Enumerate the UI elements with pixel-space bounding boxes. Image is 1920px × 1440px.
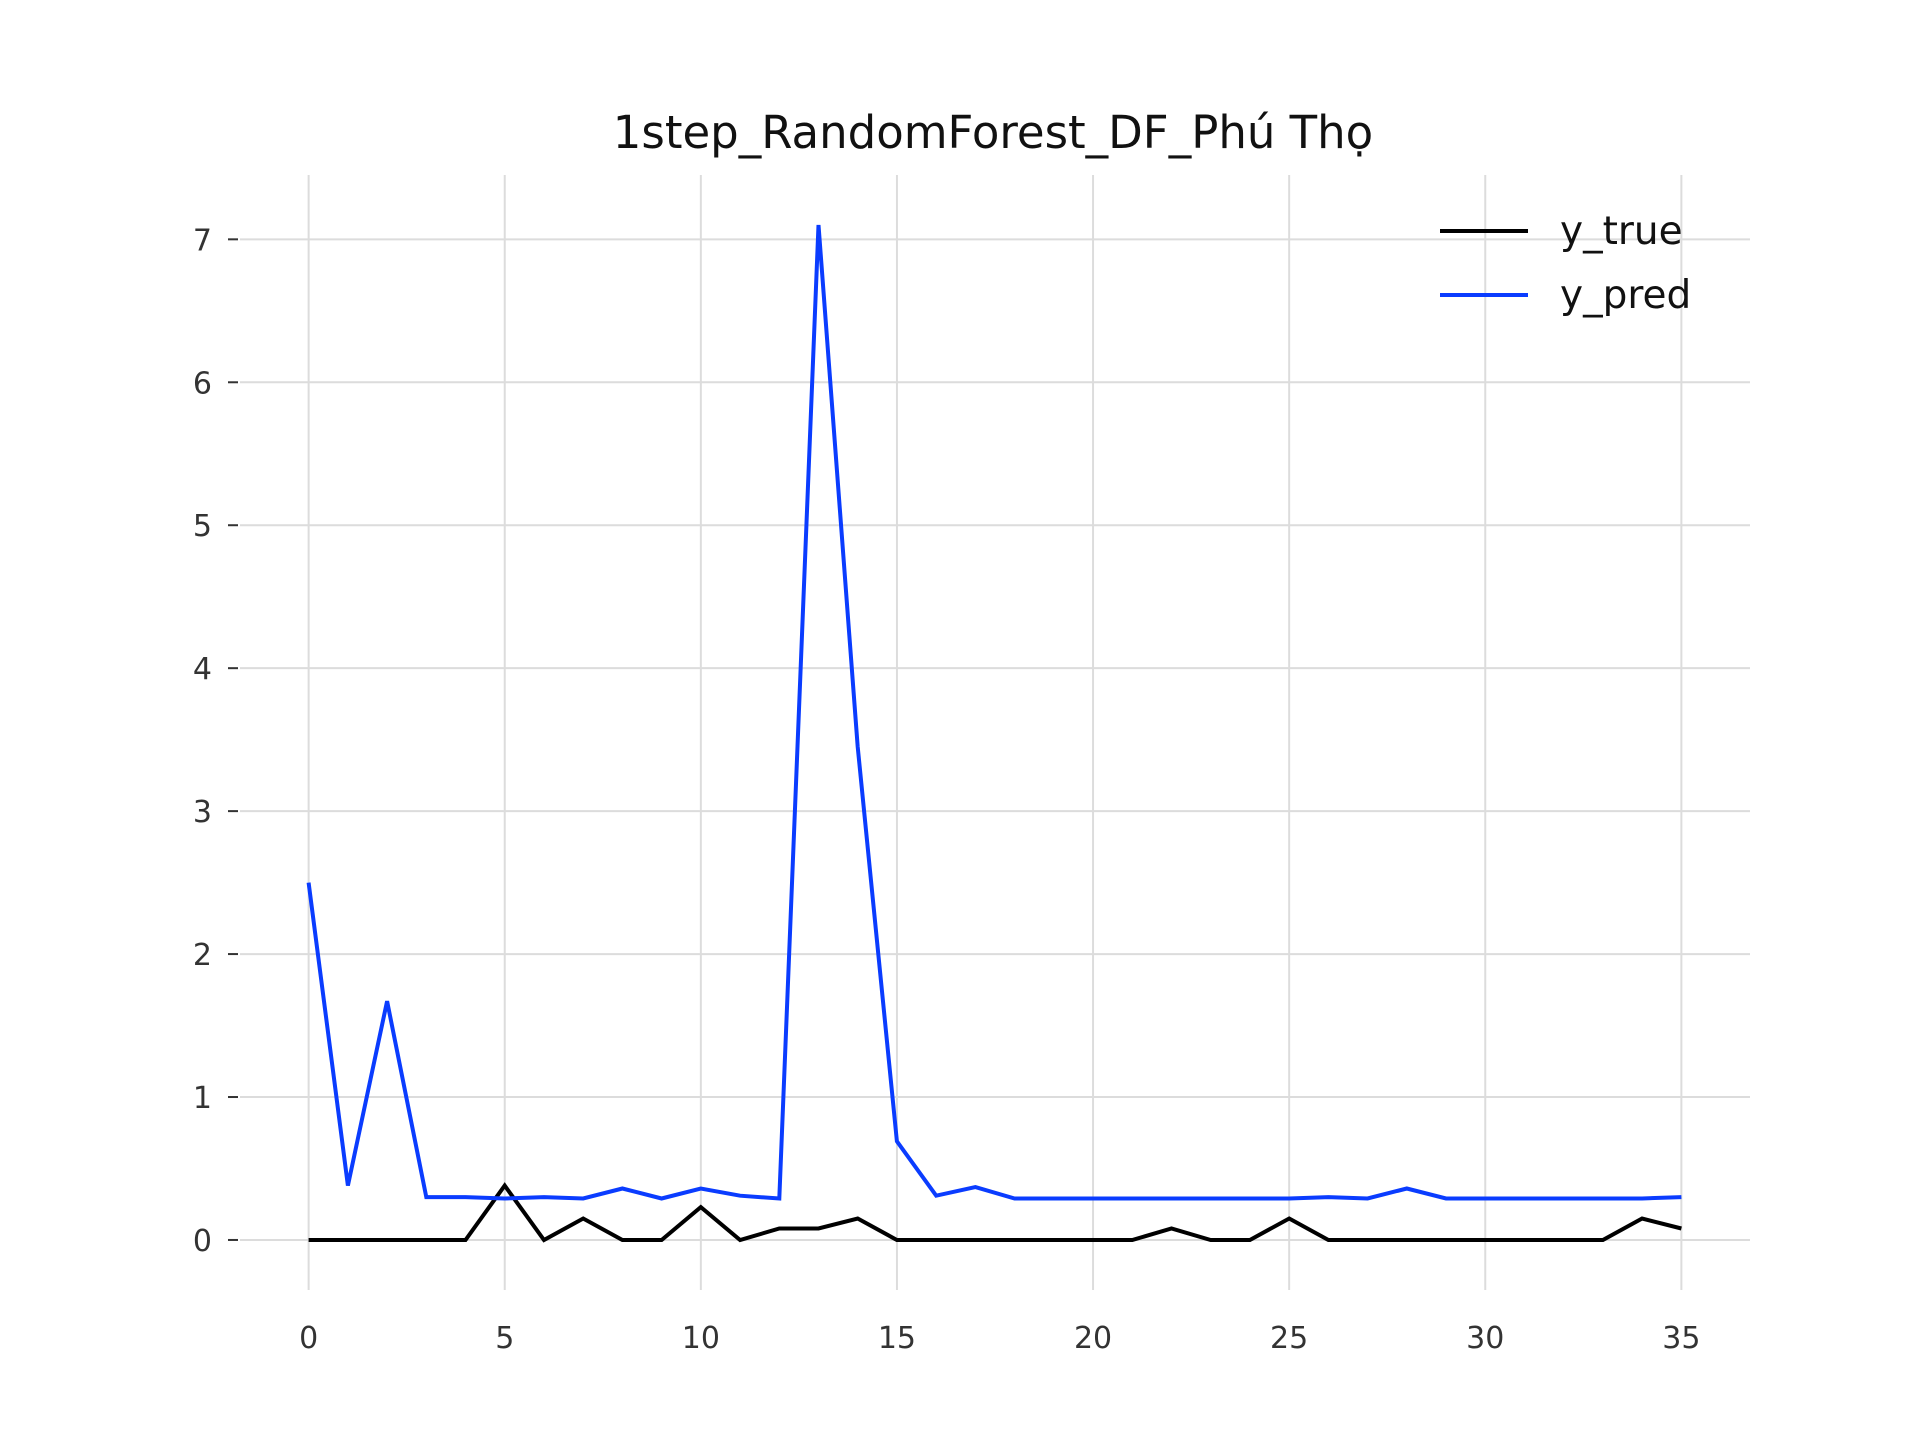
- x-tick-label: 20: [1074, 1321, 1112, 1356]
- legend-label: y_true: [1560, 209, 1683, 254]
- x-axis-ticks: 0 5 10 15 20 25 30 35: [299, 1321, 1700, 1356]
- series-line-y-pred: [306, 224, 1682, 1201]
- y-tick-label: 5: [193, 509, 212, 544]
- legend-label: y_pred: [1560, 273, 1691, 318]
- x-tick-label: 0: [299, 1321, 318, 1356]
- x-tick-label: 30: [1466, 1321, 1504, 1356]
- legend: y_true y_pred: [1440, 209, 1691, 318]
- y-tick-label: 7: [193, 223, 212, 258]
- x-tick-label: 15: [878, 1321, 916, 1356]
- series-line-y-true: [308, 1182, 1682, 1243]
- x-tick-label: 25: [1270, 1321, 1308, 1356]
- grid-lines: [240, 175, 1750, 1290]
- series-lines: [306, 224, 1682, 1243]
- y-tick-label: 1: [193, 1081, 212, 1116]
- chart-title: 1step_RandomForest_DF_Phú Thọ: [613, 106, 1373, 159]
- y-tick-label: 6: [193, 366, 212, 401]
- y-tick-label: 0: [193, 1224, 212, 1259]
- y-axis-ticks: 0 1 2 3 4 5 6 7: [193, 223, 238, 1259]
- y-tick-label: 4: [193, 652, 212, 687]
- x-tick-label: 10: [682, 1321, 720, 1356]
- y-tick-label: 3: [193, 795, 212, 830]
- y-tick-label: 2: [193, 938, 212, 973]
- x-tick-label: 35: [1662, 1321, 1700, 1356]
- x-tick-label: 5: [495, 1321, 514, 1356]
